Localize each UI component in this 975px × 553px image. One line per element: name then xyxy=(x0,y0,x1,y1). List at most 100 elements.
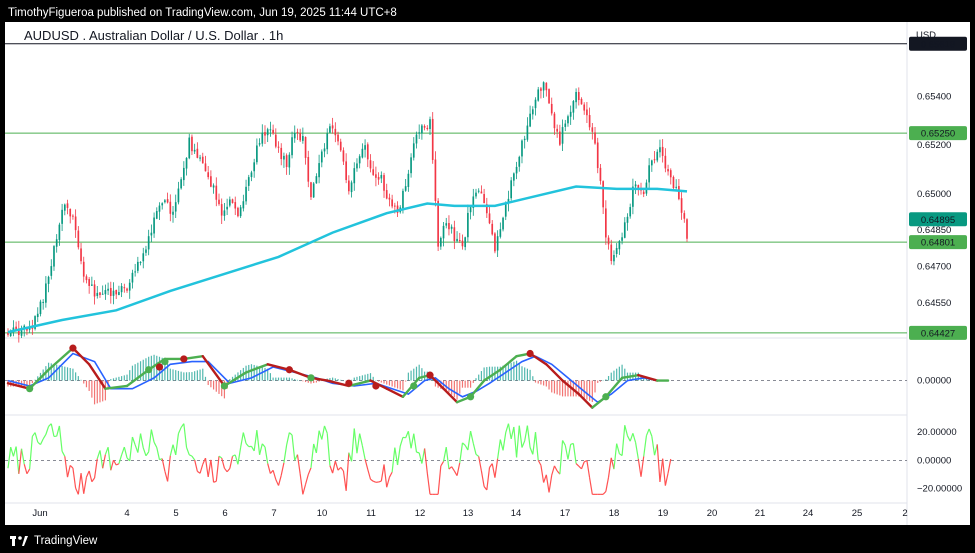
candle[interactable] xyxy=(17,328,20,335)
momentum-line[interactable] xyxy=(640,456,645,477)
oscillator-fast-line[interactable] xyxy=(223,371,248,388)
momentum-line[interactable] xyxy=(562,440,566,446)
candle[interactable] xyxy=(615,248,618,254)
candle[interactable] xyxy=(448,223,450,230)
momentum-line[interactable] xyxy=(580,461,585,470)
momentum-line[interactable] xyxy=(545,474,550,493)
momentum-line[interactable] xyxy=(148,429,152,452)
oscillator-fast-line[interactable] xyxy=(326,379,351,388)
signal-dot[interactable] xyxy=(307,374,315,382)
momentum-line[interactable] xyxy=(605,477,610,492)
candle[interactable] xyxy=(450,226,453,229)
momentum-line[interactable] xyxy=(342,470,347,491)
candle[interactable] xyxy=(112,290,115,296)
momentum-line[interactable] xyxy=(34,432,39,443)
signal-dot[interactable] xyxy=(69,344,77,352)
candle[interactable] xyxy=(312,183,315,198)
candle[interactable] xyxy=(550,103,553,114)
momentum-line[interactable] xyxy=(129,436,134,461)
momentum-line[interactable] xyxy=(272,470,277,480)
momentum-line[interactable] xyxy=(664,472,669,486)
momentum-line[interactable] xyxy=(372,480,377,483)
momentum-line[interactable] xyxy=(99,450,104,469)
candle[interactable] xyxy=(623,222,626,238)
candle[interactable] xyxy=(139,261,142,263)
candle[interactable] xyxy=(74,216,77,231)
momentum-line[interactable] xyxy=(359,433,363,446)
momentum-line[interactable] xyxy=(656,444,661,482)
candle[interactable] xyxy=(510,180,513,199)
momentum-line[interactable] xyxy=(329,465,334,474)
candle[interactable] xyxy=(610,244,613,262)
oscillator-fast-line[interactable] xyxy=(637,373,659,382)
oscillator-fast-line[interactable] xyxy=(545,363,564,382)
candle[interactable] xyxy=(394,205,396,207)
momentum-line[interactable] xyxy=(442,447,447,462)
oscillator-fast-line[interactable] xyxy=(577,392,594,409)
signal-dot[interactable] xyxy=(372,382,380,390)
candle[interactable] xyxy=(686,219,688,239)
momentum-line[interactable] xyxy=(486,467,491,491)
candle[interactable] xyxy=(507,198,510,204)
candle[interactable] xyxy=(572,101,575,113)
candle[interactable] xyxy=(458,240,461,242)
candle[interactable] xyxy=(164,200,166,203)
candle[interactable] xyxy=(439,237,442,247)
candle[interactable] xyxy=(526,125,529,140)
oscillator-slow-line[interactable] xyxy=(7,352,669,404)
momentum-line[interactable] xyxy=(480,470,485,487)
momentum-line[interactable] xyxy=(386,477,391,488)
momentum-line[interactable] xyxy=(286,432,290,446)
oscillator-fast-line[interactable] xyxy=(47,346,75,371)
momentum-line[interactable] xyxy=(207,459,212,477)
candle[interactable] xyxy=(223,210,226,216)
candle[interactable] xyxy=(193,149,196,152)
momentum-line[interactable] xyxy=(548,475,553,493)
momentum-line[interactable] xyxy=(378,480,382,483)
candle[interactable] xyxy=(185,157,188,169)
momentum-line[interactable] xyxy=(553,465,558,472)
candle[interactable] xyxy=(350,182,353,193)
momentum-line[interactable] xyxy=(648,428,653,437)
candle[interactable] xyxy=(613,254,615,262)
momentum-line[interactable] xyxy=(258,443,263,455)
momentum-line[interactable] xyxy=(467,431,472,451)
momentum-line[interactable] xyxy=(380,464,385,482)
momentum-line[interactable] xyxy=(304,474,309,485)
momentum-line[interactable] xyxy=(88,470,93,482)
candle[interactable] xyxy=(334,128,337,136)
candle[interactable] xyxy=(63,204,66,211)
candle[interactable] xyxy=(605,208,607,238)
candle[interactable] xyxy=(210,176,212,187)
candle[interactable] xyxy=(329,126,331,133)
momentum-line[interactable] xyxy=(261,443,266,448)
momentum-line[interactable] xyxy=(172,444,177,456)
candle[interactable] xyxy=(15,326,17,330)
momentum-line[interactable] xyxy=(621,425,626,456)
momentum-line[interactable] xyxy=(470,430,474,444)
candle[interactable] xyxy=(580,98,583,105)
candle[interactable] xyxy=(475,192,477,197)
candle[interactable] xyxy=(407,173,410,188)
momentum-line[interactable] xyxy=(50,423,55,437)
candle[interactable] xyxy=(494,233,496,252)
candle[interactable] xyxy=(245,186,247,202)
candle[interactable] xyxy=(361,148,364,158)
momentum-line[interactable] xyxy=(23,464,28,474)
momentum-line[interactable] xyxy=(18,448,23,474)
momentum-line[interactable] xyxy=(142,447,147,456)
oscillator-fast-line[interactable] xyxy=(244,363,269,374)
candle[interactable] xyxy=(488,213,491,224)
candle[interactable] xyxy=(177,188,180,203)
candle[interactable] xyxy=(667,169,669,172)
candle[interactable] xyxy=(142,253,145,262)
candle[interactable] xyxy=(553,113,556,129)
candle[interactable] xyxy=(480,191,483,194)
candle[interactable] xyxy=(483,194,485,204)
candle[interactable] xyxy=(77,230,80,248)
momentum-line[interactable] xyxy=(280,462,285,476)
candle[interactable] xyxy=(653,159,656,161)
momentum-line[interactable] xyxy=(356,433,361,454)
candle[interactable] xyxy=(126,288,128,291)
